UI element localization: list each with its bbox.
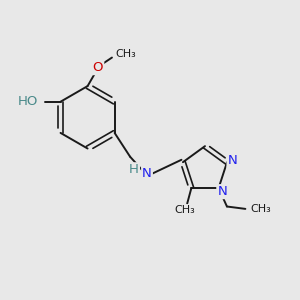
- Text: HO: HO: [17, 95, 38, 108]
- Text: N: N: [217, 185, 227, 198]
- Text: N: N: [227, 154, 237, 167]
- Text: H: H: [129, 163, 139, 176]
- Text: N: N: [142, 167, 152, 180]
- Text: CH₃: CH₃: [174, 205, 195, 215]
- Text: O: O: [93, 61, 103, 74]
- Text: CH₃: CH₃: [251, 204, 272, 214]
- Text: CH₃: CH₃: [116, 49, 136, 59]
